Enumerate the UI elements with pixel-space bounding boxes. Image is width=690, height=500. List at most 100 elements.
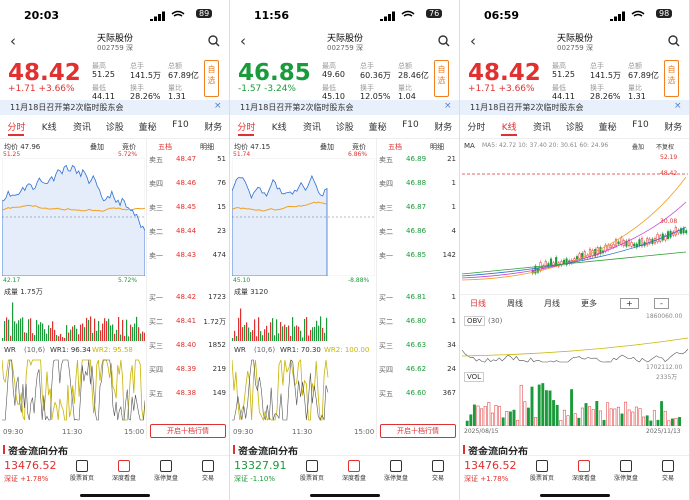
candle-body — [609, 245, 612, 248]
tab[interactable]: K线 — [41, 123, 57, 133]
period-tab[interactable]: 日线 — [470, 299, 486, 308]
nav-icon[interactable] — [620, 460, 632, 472]
tab[interactable]: F10 — [172, 120, 189, 130]
volume-bar — [64, 337, 66, 341]
back-button[interactable]: ‹ — [10, 32, 16, 50]
wr-name[interactable]: WR — [234, 346, 246, 354]
period-tab[interactable]: 月线 — [544, 299, 560, 308]
tab[interactable]: 诊股 — [565, 123, 584, 133]
notice-close[interactable]: × — [214, 101, 222, 111]
time-label: 15:00 — [354, 428, 375, 436]
nav-label[interactable]: 股票首页 — [529, 475, 554, 482]
tab[interactable]: K线 — [271, 123, 287, 133]
volume-bar — [290, 335, 292, 341]
period-tab[interactable]: - — [654, 298, 669, 309]
nav-label[interactable]: 股票首页 — [299, 475, 324, 482]
nav-icon[interactable] — [662, 460, 674, 472]
index-value[interactable]: 13476.52 — [4, 459, 57, 472]
tab[interactable]: 董秘 — [368, 123, 387, 133]
overlay-button[interactable]: 叠加 — [632, 144, 645, 151]
nav-icon[interactable] — [348, 460, 360, 472]
tab[interactable]: 资讯 — [72, 123, 91, 133]
tab[interactable]: 财务 — [434, 123, 453, 133]
watch-button[interactable]: 自选 — [434, 60, 449, 97]
watch-button[interactable]: 自选 — [204, 60, 219, 97]
overlay-button[interactable]: 叠加 — [320, 143, 334, 151]
wr-name[interactable]: WR — [4, 346, 16, 354]
back-button[interactable]: ‹ — [240, 32, 246, 50]
vol-label[interactable]: VOL — [464, 372, 485, 382]
volume-bar — [240, 308, 242, 341]
nav-label[interactable]: 交易 — [661, 475, 674, 482]
vol-bar — [512, 409, 516, 426]
period-tab[interactable]: + — [620, 298, 639, 309]
tab[interactable]: 诊股 — [105, 123, 124, 133]
order-book-tab[interactable]: 明细 — [430, 143, 444, 151]
notice-close[interactable]: × — [444, 101, 452, 111]
compare-button[interactable]: 竞价 — [122, 143, 136, 151]
index-value[interactable]: 13327.91 — [234, 459, 287, 472]
nav-icon[interactable] — [76, 460, 88, 472]
price-change: +1.71 +3.66% — [468, 84, 535, 94]
notice-text[interactable]: 11月18日召开第2次临时股东会 — [240, 103, 354, 112]
obv-label[interactable]: OBV — [464, 316, 485, 326]
nav-icon[interactable] — [536, 460, 548, 472]
adjust-button[interactable]: 不复权 — [656, 144, 675, 151]
candle-body — [583, 251, 586, 259]
nav-icon[interactable] — [306, 460, 318, 472]
tab[interactable]: K线 — [501, 123, 517, 133]
nav-label[interactable]: 股票首页 — [69, 475, 94, 482]
tab[interactable]: 分时 — [237, 123, 256, 133]
nav-label[interactable]: 深度看盘 — [111, 475, 136, 482]
volume-bar — [28, 319, 30, 341]
tab[interactable]: 诊股 — [335, 123, 354, 133]
volume-bar — [102, 323, 104, 341]
tab[interactable]: 董秘 — [138, 123, 157, 133]
order-book-tab[interactable]: 五档 — [158, 143, 172, 151]
nav-icon[interactable] — [160, 460, 172, 472]
tab[interactable]: F10 — [632, 120, 649, 130]
nav-icon[interactable] — [118, 460, 130, 472]
nav-label[interactable]: 深度看盘 — [341, 475, 366, 482]
compare-button[interactable]: 竞价 — [352, 143, 366, 151]
period-tab[interactable]: 周线 — [507, 299, 523, 308]
nav-icon[interactable] — [578, 460, 590, 472]
tab[interactable]: 分时 — [7, 123, 26, 133]
tab[interactable]: 资讯 — [302, 123, 321, 133]
tab[interactable]: 财务 — [664, 123, 683, 133]
nav-icon[interactable] — [202, 460, 214, 472]
nav-label[interactable]: 交易 — [201, 475, 214, 482]
notice-text[interactable]: 11月18日召开第2次临时股东会 — [470, 103, 584, 112]
watch-button[interactable]: 自选 — [664, 60, 679, 97]
tab[interactable]: 分时 — [467, 123, 486, 133]
period-tab[interactable]: 更多 — [581, 299, 597, 308]
notice-close[interactable]: × — [674, 101, 682, 111]
order-book-tab[interactable]: 明细 — [200, 143, 214, 151]
ten-level-button[interactable]: 开启十档行情 — [150, 424, 226, 438]
nav-label[interactable]: 涨停复盘 — [383, 475, 408, 482]
tab[interactable]: 财务 — [204, 123, 223, 133]
nav-label[interactable]: 涨停复盘 — [153, 475, 178, 482]
nav-icon[interactable] — [390, 460, 402, 472]
ma-label[interactable]: MA — [464, 142, 475, 150]
index-value[interactable]: 13476.52 — [464, 459, 517, 472]
vol-bar — [573, 413, 577, 426]
signal-bar — [162, 11, 165, 21]
vol-bar — [480, 408, 484, 426]
tab[interactable]: 董秘 — [598, 123, 617, 133]
overlay-button[interactable]: 叠加 — [90, 143, 104, 151]
volume-bar — [136, 316, 138, 341]
nav-icon[interactable] — [432, 460, 444, 472]
stat-value: 12.05% — [360, 92, 391, 101]
vol-bar — [663, 410, 667, 426]
ten-level-button[interactable]: 开启十档行情 — [380, 424, 456, 438]
nav-label[interactable]: 涨停复盘 — [613, 475, 638, 482]
tab[interactable]: F10 — [402, 120, 419, 130]
tab[interactable]: 资讯 — [532, 123, 551, 133]
order-book-tab[interactable]: 五档 — [388, 143, 402, 151]
back-button[interactable]: ‹ — [470, 32, 476, 50]
nav-label[interactable]: 深度看盘 — [571, 475, 596, 482]
nav-label[interactable]: 交易 — [431, 475, 444, 482]
volume-bar — [252, 330, 254, 341]
notice-text[interactable]: 11月18日召开第2次临时股东会 — [10, 103, 124, 112]
